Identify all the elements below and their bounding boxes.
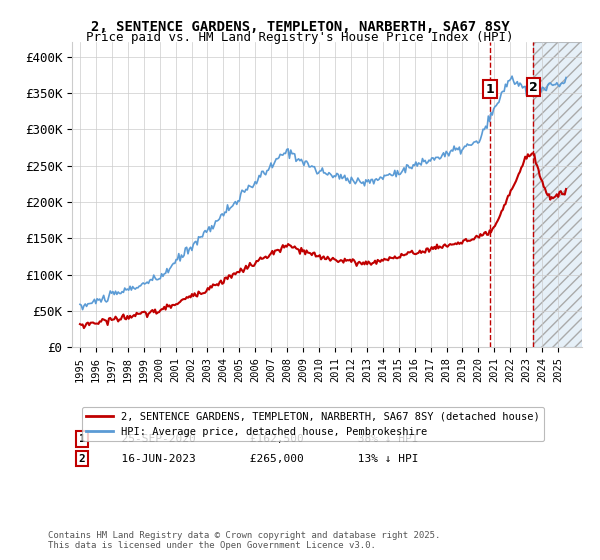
Legend: 2, SENTENCE GARDENS, TEMPLETON, NARBERTH, SA67 8SY (detached house), HPI: Averag: 2, SENTENCE GARDENS, TEMPLETON, NARBERTH… [82,407,544,441]
Text: Price paid vs. HM Land Registry's House Price Index (HPI): Price paid vs. HM Land Registry's House … [86,31,514,44]
Text: 2: 2 [529,81,538,94]
Text: 25-SEP-2020        £162,500        38% ↓ HPI: 25-SEP-2020 £162,500 38% ↓ HPI [108,434,418,444]
Text: 16-JUN-2023        £265,000        13% ↓ HPI: 16-JUN-2023 £265,000 13% ↓ HPI [108,454,418,464]
Text: 1: 1 [485,83,494,96]
Bar [533,42,582,347]
Text: Contains HM Land Registry data © Crown copyright and database right 2025.
This d: Contains HM Land Registry data © Crown c… [48,530,440,550]
Bar [533,42,582,347]
Text: 1: 1 [79,434,86,444]
Text: 2, SENTENCE GARDENS, TEMPLETON, NARBERTH, SA67 8SY: 2, SENTENCE GARDENS, TEMPLETON, NARBERTH… [91,20,509,34]
Text: 2: 2 [79,454,86,464]
